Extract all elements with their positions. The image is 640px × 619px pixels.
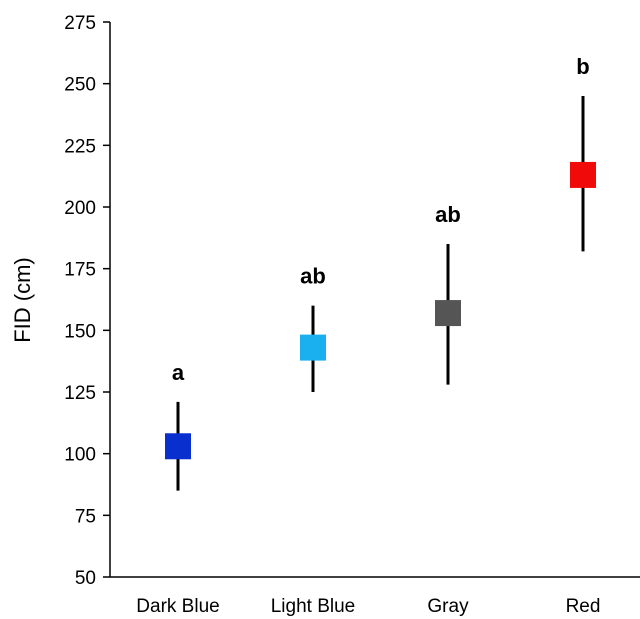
y-tick-label: 200 bbox=[64, 198, 96, 219]
x-tick-label: Dark Blue bbox=[136, 596, 219, 617]
significance-label: a bbox=[172, 360, 185, 385]
y-tick-label: 125 bbox=[64, 383, 96, 404]
y-axis-title: FID (cm) bbox=[10, 257, 35, 343]
y-ticks: 50 75 100 125 150 175 200 225 250 275 bbox=[64, 13, 110, 589]
x-tick-label: Gray bbox=[427, 596, 469, 617]
significance-label: b bbox=[576, 54, 589, 79]
data-point bbox=[435, 300, 461, 327]
significance-label: ab bbox=[300, 264, 326, 289]
y-tick-label: 225 bbox=[64, 136, 96, 157]
axes bbox=[109, 22, 640, 578]
significance-label: ab bbox=[435, 202, 461, 227]
data-point bbox=[570, 161, 596, 188]
data-point bbox=[300, 334, 326, 361]
x-tick-label: Light Blue bbox=[271, 596, 356, 617]
x-tick-labels: Dark Blue Light Blue Gray Red bbox=[136, 596, 600, 617]
y-tick-label: 150 bbox=[64, 321, 96, 342]
y-tick-label: 175 bbox=[64, 260, 96, 281]
data-marks: a ab ab b bbox=[165, 54, 596, 491]
data-point bbox=[165, 433, 191, 460]
y-tick-label: 250 bbox=[64, 75, 96, 96]
x-tick-label: Red bbox=[566, 596, 601, 617]
y-tick-label: 275 bbox=[64, 13, 96, 34]
y-tick-label: 75 bbox=[75, 506, 96, 527]
y-tick-label: 50 bbox=[75, 568, 96, 589]
y-tick-label: 100 bbox=[64, 445, 96, 466]
